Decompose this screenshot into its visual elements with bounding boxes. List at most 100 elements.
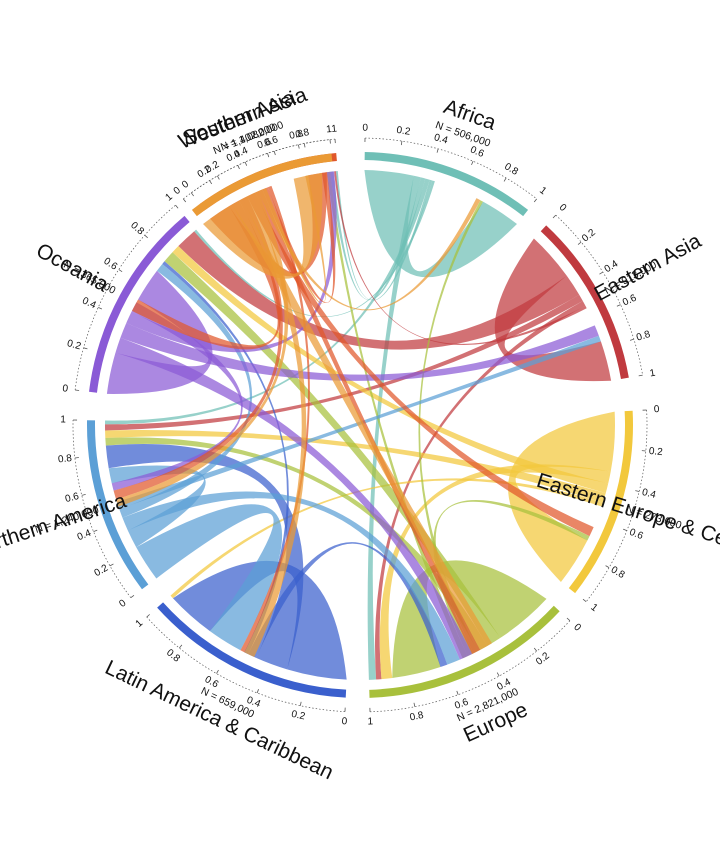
flow-ribbon-oceania-to-eastern-asia <box>120 323 599 381</box>
tick-label: 1 <box>60 414 66 425</box>
tick-label: 0.2 <box>534 650 552 667</box>
region-arc-latam <box>157 602 347 698</box>
flow-ribbon-s-asia-to-europe <box>255 189 481 654</box>
flow-ribbon-africa-to-europe <box>367 175 421 680</box>
tick-label: 0 <box>362 123 368 134</box>
tick-mark <box>533 198 538 203</box>
flow-ribbon-w-asia-to-europe <box>232 198 492 650</box>
tick-label: 0.4 <box>80 296 98 312</box>
tick-baseline-eeca <box>585 409 648 602</box>
tick-mark <box>273 151 276 156</box>
tick-mark <box>267 153 270 158</box>
tick-label: 1 <box>331 124 338 135</box>
tick-mark <box>629 338 634 341</box>
tick-mark <box>190 192 194 197</box>
region-arc-eeca <box>568 410 634 594</box>
tick-label: 0.4 <box>433 132 450 146</box>
tick-label: 0 <box>341 716 348 727</box>
tick-label: 1 <box>134 618 146 630</box>
tick-mark <box>93 529 98 532</box>
tick-baseline-africa <box>365 137 537 200</box>
tick-label: 0 <box>571 622 583 634</box>
region-arc-africa <box>364 152 529 217</box>
tick-mark <box>130 594 135 599</box>
tick-label: 1 <box>537 185 549 197</box>
tick-label: 0.6 <box>64 491 81 505</box>
tick-mark <box>533 647 538 652</box>
tick-label: 1 <box>367 716 373 727</box>
tick-label: 0.6 <box>621 292 639 308</box>
flow-ribbon-w-asia-to-w-asia <box>203 172 323 279</box>
tick-mark <box>552 214 557 219</box>
tick-mark <box>175 204 179 209</box>
tick-label: 0.2 <box>580 227 598 245</box>
tick-baseline-n-america <box>72 419 132 598</box>
flow-ribbon-oceania-to-oceania <box>106 270 213 394</box>
tick-mark <box>237 165 240 170</box>
tick-label: 0.6 <box>101 256 119 273</box>
region-arc-layer <box>72 137 648 713</box>
tick-label: 0.8 <box>57 453 73 466</box>
tick-label: 0.6 <box>453 697 470 712</box>
tick-mark <box>83 347 88 350</box>
flow-ribbon-n-america-to-europe <box>122 491 460 665</box>
tick-mark <box>182 198 187 203</box>
tick-label: 0.6 <box>256 136 273 151</box>
flow-ribbon-latam-to-latam <box>172 560 347 680</box>
tick-mark <box>605 565 610 568</box>
tick-mark <box>577 241 582 245</box>
tick-mark <box>256 689 259 694</box>
tick-label: 0.8 <box>288 128 304 142</box>
tick-label: 0 <box>62 383 69 395</box>
tick-mark <box>400 141 403 146</box>
tick-mark <box>297 144 300 149</box>
tick-mark <box>566 617 571 622</box>
tick-mark <box>81 494 86 496</box>
tick-label: 0.8 <box>609 564 627 581</box>
flow-ribbon-s-asia-to-w-asia <box>262 172 336 304</box>
tick-label: 0.8 <box>294 127 310 141</box>
tick-label: 0 <box>654 404 661 415</box>
flow-ribbon-latam-to-europe <box>248 542 448 667</box>
flow-ribbon-latam-to-n-america <box>105 444 304 670</box>
tick-mark <box>599 271 604 275</box>
tick-label: 0 <box>172 185 184 197</box>
tick-label: 0.8 <box>409 710 425 724</box>
flow-ribbon-w-asia-to-latam <box>242 194 307 658</box>
tick-mark <box>638 374 643 377</box>
tick-label: 0.8 <box>635 329 652 344</box>
ribbon-layer <box>104 170 616 680</box>
tick-mark <box>582 598 587 603</box>
tick-baseline-w-asia <box>183 139 331 200</box>
tick-label: 1 <box>164 191 176 203</box>
tick-label: 0.4 <box>245 695 262 710</box>
tick-label: 0.6 <box>263 134 280 149</box>
region-arc-n-america <box>86 420 149 590</box>
tick-mark <box>303 143 306 148</box>
tick-mark <box>413 702 416 707</box>
tick-baseline-eastern-asia <box>555 214 643 376</box>
tick-mark <box>179 644 183 649</box>
tick-mark <box>456 690 459 695</box>
tick-label: 0.6 <box>468 144 486 160</box>
flow-ribbon-n-america-to-latam <box>136 504 283 651</box>
tick-label: 1 <box>588 602 600 614</box>
tick-mark <box>622 528 627 532</box>
tick-label: 0 <box>180 178 191 190</box>
tick-mark <box>299 701 302 706</box>
tick-mark <box>144 234 148 239</box>
tick-label: 0.2 <box>648 446 663 458</box>
tick-mark <box>471 161 474 166</box>
region-arc-oceania <box>89 215 190 393</box>
flow-ribbon-w-asia-to-africa <box>258 189 481 311</box>
tick-mark <box>635 490 640 492</box>
region-arc-w-asia <box>191 153 333 217</box>
tick-label: 0.4 <box>641 487 657 501</box>
flow-ribbon-w-asia-to-n-america <box>116 191 289 507</box>
tick-label: 0.8 <box>164 647 182 665</box>
tick-label: 0.2 <box>66 338 83 352</box>
tick-mark <box>216 669 219 674</box>
tick-label: 0.2 <box>396 125 412 138</box>
tick-label: 0 <box>557 202 569 214</box>
